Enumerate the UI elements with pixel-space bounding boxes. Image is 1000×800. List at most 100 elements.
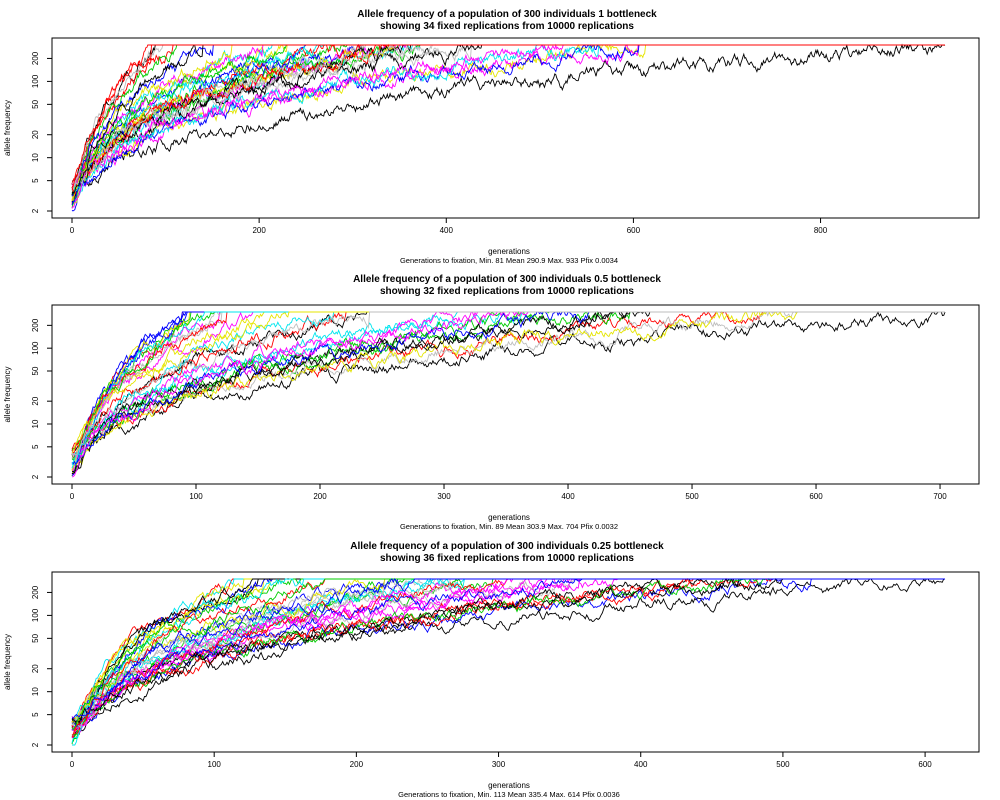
y-tick-label: 20 — [31, 396, 40, 405]
x-tick-label: 600 — [809, 492, 823, 501]
series-line — [72, 578, 945, 719]
chart-title: Allele frequency of a population of 300 … — [357, 9, 657, 20]
series-line — [71, 44, 945, 201]
y-tick-label: 50 — [31, 99, 40, 108]
series-line — [71, 43, 946, 191]
series-line — [71, 578, 945, 729]
chart-subtitle: showing 34 fixed replications from 10000… — [380, 21, 634, 32]
series-line — [71, 311, 945, 454]
x-tick-label: 100 — [189, 492, 203, 501]
series-line — [71, 578, 945, 736]
series-line — [71, 578, 945, 732]
y-tick-label: 10 — [31, 153, 40, 162]
x-tick-label: 0 — [70, 226, 75, 235]
series-line — [71, 578, 945, 723]
x-tick-label: 800 — [814, 226, 828, 235]
series-line — [71, 311, 945, 465]
series-line — [71, 311, 945, 473]
x-tick-label: 300 — [437, 492, 451, 501]
series-line — [71, 44, 945, 192]
series-line — [71, 577, 945, 733]
x-tick-label: 300 — [492, 760, 506, 769]
series-line — [71, 310, 945, 474]
y-tick-label: 100 — [31, 608, 40, 622]
series-line — [71, 44, 945, 196]
y-axis: 2 5 10 20 50 100 200 — [31, 318, 53, 479]
series-line — [71, 44, 945, 197]
x-tick-label: 400 — [561, 492, 575, 501]
series-line — [71, 310, 945, 451]
x-tick-label: 0 — [70, 492, 75, 501]
series-line — [71, 43, 945, 193]
series-line — [71, 578, 945, 728]
series-group — [71, 577, 946, 746]
fixation-summary: Generations to fixation, Min. 113 Mean 3… — [398, 790, 620, 799]
series-line — [71, 44, 945, 196]
x-tick-label: 200 — [252, 226, 266, 235]
chart-panel-1: Allele frequency of a population of 300 … — [3, 9, 980, 265]
series-line — [72, 44, 945, 195]
chart-panel-3: Allele frequency of a population of 300 … — [3, 541, 980, 799]
y-axis-label: allele frequency — [3, 634, 12, 690]
y-axis-label: allele frequency — [3, 366, 12, 422]
series-line — [71, 311, 945, 454]
series-line — [71, 44, 945, 185]
fixation-summary: Generations to fixation, Min. 81 Mean 29… — [400, 256, 618, 265]
series-line — [71, 311, 945, 471]
y-tick-label: 100 — [31, 341, 40, 355]
series-line — [71, 44, 945, 191]
series-line — [71, 311, 945, 469]
series-line — [71, 578, 945, 733]
x-axis: 0 200 400 600 800 — [70, 217, 828, 235]
chart-subtitle: showing 32 fixed replications from 10000… — [380, 286, 634, 297]
series-line — [71, 44, 945, 200]
x-axis: 0 100 200 300 400 500 600 — [70, 751, 932, 769]
y-tick-label: 5 — [31, 178, 40, 183]
x-tick-label: 600 — [627, 226, 641, 235]
fixation-summary: Generations to fixation, Min. 89 Mean 30… — [400, 522, 618, 531]
series-line — [71, 311, 945, 477]
y-tick-label: 2 — [31, 474, 40, 479]
y-tick-label: 200 — [31, 318, 40, 332]
series-line — [71, 311, 945, 474]
series-line — [71, 311, 945, 461]
x-axis-label: generations — [488, 247, 530, 256]
x-axis-label: generations — [488, 781, 530, 790]
x-tick-label: 600 — [918, 760, 932, 769]
y-tick-label: 100 — [31, 74, 40, 88]
y-tick-label: 20 — [31, 664, 40, 673]
chart-panel-2: Allele frequency of a population of 300 … — [3, 274, 980, 531]
series-line — [71, 44, 945, 208]
y-axis-label: allele frequency — [3, 100, 12, 156]
series-line — [71, 310, 946, 452]
series-line — [71, 578, 945, 746]
x-tick-label: 500 — [685, 492, 699, 501]
x-axis-label: generations — [488, 513, 530, 522]
y-tick-label: 200 — [31, 585, 40, 599]
series-line — [71, 578, 945, 732]
x-tick-label: 500 — [776, 760, 790, 769]
y-tick-label: 5 — [31, 712, 40, 717]
series-line — [71, 43, 945, 204]
series-line — [71, 311, 945, 466]
x-tick-label: 100 — [208, 760, 222, 769]
series-line — [71, 43, 945, 209]
series-group — [71, 310, 946, 478]
x-tick-label: 200 — [350, 760, 364, 769]
x-axis: 0 100 200 300 400 500 600 700 — [70, 483, 947, 501]
series-line — [71, 578, 946, 739]
y-tick-label: 200 — [31, 51, 40, 65]
chart-title: Allele frequency of a population of 300 … — [350, 541, 664, 552]
y-tick-label: 50 — [31, 633, 40, 642]
y-tick-label: 2 — [31, 208, 40, 213]
series-line — [71, 311, 945, 476]
series-line — [71, 44, 945, 188]
x-tick-label: 700 — [933, 492, 947, 501]
series-line — [71, 311, 945, 478]
series-line — [71, 44, 945, 193]
series-line — [71, 578, 945, 745]
x-tick-label: 0 — [70, 760, 75, 769]
series-line — [72, 44, 945, 187]
